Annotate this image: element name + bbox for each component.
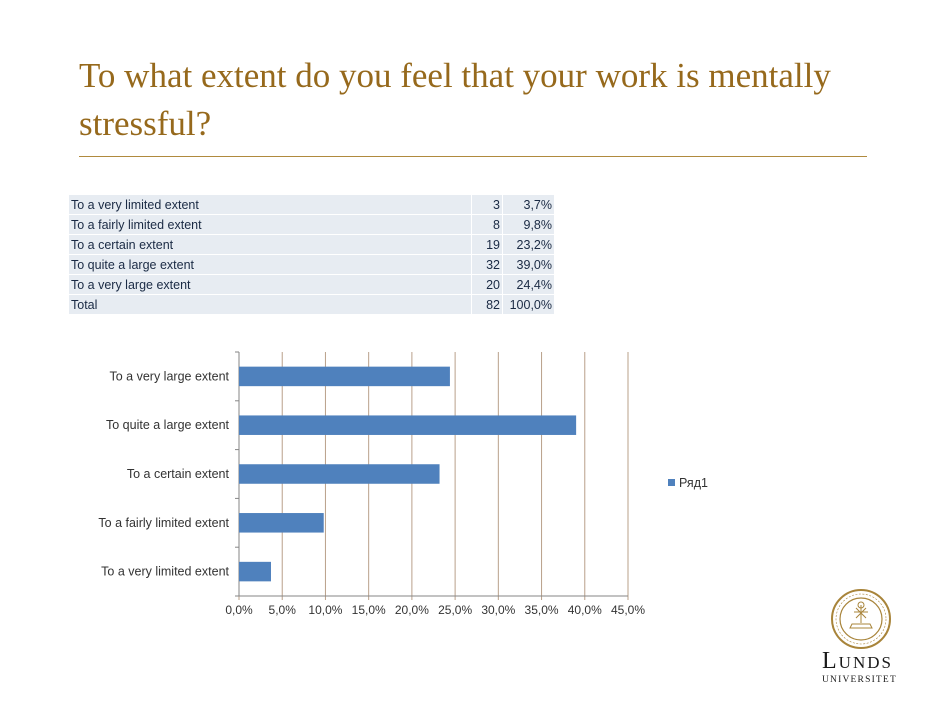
slide-title: To what extent do you feel that your wor… (79, 56, 831, 143)
row-count: 8 (471, 214, 503, 235)
university-logo-subtitle: UNIVERSITET (822, 675, 897, 685)
x-tick-label: 10,0% (308, 603, 342, 617)
row-count: 82 (471, 294, 503, 315)
x-tick-label: 0,0% (225, 603, 253, 617)
row-count: 20 (471, 274, 503, 295)
row-label: To a fairly limited extent (68, 214, 472, 235)
category-label: To a fairly limited extent (98, 516, 229, 530)
x-tick-label: 25,0% (438, 603, 472, 617)
row-label: To a very limited extent (68, 194, 472, 215)
row-percent: 39,0% (502, 254, 555, 275)
x-tick-label: 15,0% (352, 603, 386, 617)
table-row-total: Total 82 100,0% (68, 294, 555, 315)
row-count: 32 (471, 254, 503, 275)
x-tick-label: 45,0% (611, 603, 645, 617)
row-percent: 100,0% (502, 294, 555, 315)
x-tick-label: 35,0% (525, 603, 559, 617)
x-tick-label: 30,0% (481, 603, 515, 617)
bar (239, 366, 450, 387)
bar (239, 513, 324, 533)
bar (239, 561, 271, 582)
category-label: To quite a large extent (106, 418, 230, 432)
legend-swatch (668, 479, 675, 486)
university-logo-wordmark: LUNDS (822, 648, 893, 674)
x-tick-label: 20,0% (395, 603, 429, 617)
table-row: To quite a large extent 32 39,0% (68, 254, 555, 275)
row-percent: 23,2% (502, 234, 555, 255)
category-label: To a certain extent (127, 467, 230, 481)
bar (239, 415, 577, 435)
stats-table: To a very limited extent 3 3,7% To a fai… (68, 194, 555, 315)
table-row: To a certain extent 19 23,2% (68, 234, 555, 255)
category-label: To a very large extent (109, 369, 229, 383)
row-label: To a certain extent (68, 234, 472, 255)
row-count: 3 (471, 194, 503, 215)
title-divider (79, 156, 867, 157)
university-seal-icon (831, 589, 891, 649)
row-label: Total (68, 294, 472, 315)
row-label: To a very large extent (68, 274, 472, 295)
legend-label: Ряд1 (679, 476, 708, 490)
x-tick-label: 5,0% (269, 603, 297, 617)
table-row: To a very limited extent 3 3,7% (68, 194, 555, 215)
x-tick-label: 40,0% (568, 603, 602, 617)
bar (239, 464, 440, 484)
category-label: To a very limited extent (101, 565, 229, 579)
